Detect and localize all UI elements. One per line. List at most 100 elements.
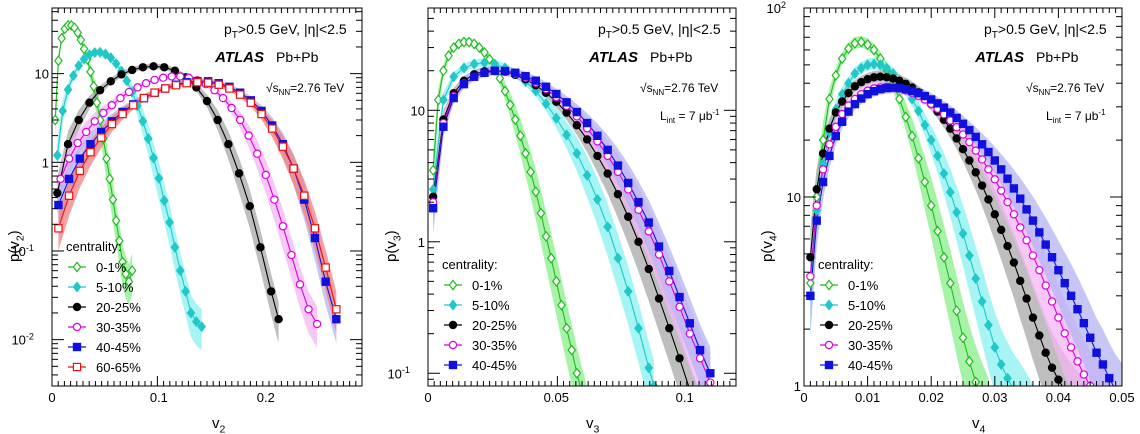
data-point-0-1% [495, 72, 505, 84]
data-point-5-10% [469, 58, 479, 70]
data-point-40-45% [1098, 360, 1108, 369]
data-point-20-25% [696, 415, 703, 422]
data-point-40-45% [837, 117, 847, 126]
data-point-40-45% [965, 125, 974, 135]
data-point-20-25% [106, 77, 115, 86]
data-point-0-1% [914, 152, 923, 164]
data-point-60-65% [235, 90, 245, 99]
data-point-30-35% [1066, 343, 1076, 352]
data-point-0-1% [805, 277, 815, 289]
data-point-0-1% [939, 251, 949, 263]
data-point-30-35% [818, 165, 828, 174]
data-point-30-35% [1009, 210, 1019, 219]
data-point-20-25% [266, 287, 276, 296]
data-point-60-65% [214, 80, 223, 89]
data-point-5-10% [1017, 395, 1024, 404]
data-point-5-10% [191, 315, 201, 328]
data-point-5-10% [159, 195, 169, 207]
atlas-label: ATLAS [214, 49, 264, 66]
syst-band-20-25% [433, 66, 698, 386]
luminosity-label: Lint = 7 μb-1 [1046, 108, 1106, 125]
y-axis-title: p(v3) [383, 230, 404, 262]
data-point-60-65% [64, 191, 74, 200]
data-point-0-1% [952, 305, 962, 317]
syst-band-0-1% [810, 35, 989, 386]
data-point-0-1% [572, 367, 582, 379]
data-point-60-65% [75, 166, 84, 176]
y-tick-label: 10 [787, 190, 801, 205]
x-tick-label: 0 [800, 390, 807, 405]
x-axis-title: v2 [212, 415, 226, 434]
data-point-20-25% [971, 168, 980, 177]
data-point-40-45% [459, 79, 469, 89]
data-point-5-10% [175, 265, 185, 277]
data-point-5-10% [58, 105, 68, 117]
data-point-5-10% [551, 112, 561, 124]
data-point-40-45% [1035, 228, 1044, 237]
data-point-30-35% [812, 201, 821, 210]
data-point-30-35% [1093, 391, 1100, 398]
data-point-40-45% [439, 122, 448, 131]
data-point-5-10% [449, 71, 459, 83]
data-point-30-35% [218, 93, 228, 103]
data-point-5-10% [850, 67, 860, 80]
data-point-40-45% [958, 119, 968, 128]
data-point-20-25% [996, 225, 1006, 235]
legend-marker [824, 360, 834, 370]
data-point-40-45% [818, 177, 828, 187]
y-axis-title: p(v4) [759, 230, 780, 262]
data-point-5-10% [1029, 417, 1036, 426]
legend-label: 20-25% [472, 318, 517, 333]
data-point-0-1% [831, 69, 841, 81]
data-point-20-25% [85, 98, 94, 107]
data-point-0-1% [108, 193, 118, 206]
data-point-20-25% [127, 65, 137, 75]
syst-band-5-10% [810, 57, 1033, 386]
data-point-40-45% [511, 68, 520, 77]
data-point-40-45% [1022, 205, 1031, 214]
legend-marker [448, 320, 458, 330]
legend-title: centrality: [818, 257, 874, 272]
legend-marker [72, 362, 82, 372]
data-point-5-10% [977, 295, 987, 308]
y-axis-title: p(v2) [6, 230, 27, 262]
data-point-40-45% [706, 369, 715, 378]
data-point-5-10% [122, 75, 132, 87]
data-point-30-35% [64, 154, 74, 163]
system-label: Pb+Pb [650, 49, 693, 65]
data-point-20-25% [1041, 348, 1050, 357]
data-point-0-1% [818, 134, 828, 146]
data-point-40-45% [623, 178, 633, 188]
data-point-5-10% [111, 57, 121, 70]
data-point-40-45% [952, 113, 961, 123]
legend-entry-0-1%: 0-1% [820, 278, 879, 293]
data-point-40-45% [946, 108, 955, 117]
data-point-20-25% [952, 134, 961, 143]
data-point-20-25% [837, 97, 847, 106]
data-point-60-65% [118, 109, 127, 119]
y-tick-label: 1 [418, 235, 425, 250]
data-point-60-65% [203, 78, 213, 87]
data-point-60-65% [107, 119, 117, 129]
syst-band-40-45% [433, 66, 711, 386]
data-point-60-65% [96, 133, 106, 142]
legend-entry-5-10%: 5-10% [68, 280, 134, 295]
legend-marker [72, 281, 82, 293]
data-point-20-25% [1087, 418, 1094, 425]
data-point-30-35% [99, 108, 108, 118]
data-point-60-65% [278, 142, 288, 151]
data-point-60-65% [171, 81, 181, 90]
data-point-20-25% [1035, 331, 1044, 340]
data-point-40-45% [428, 204, 438, 213]
data-point-30-35% [235, 115, 245, 125]
data-point-30-35% [278, 222, 288, 231]
x-tick-label: 0.04 [1046, 390, 1071, 405]
data-point-40-45% [310, 233, 320, 243]
data-point-5-10% [186, 307, 196, 319]
x-tick-label: 0 [424, 390, 431, 405]
data-point-0-1% [551, 275, 561, 287]
legend-label: 0-1% [472, 278, 503, 293]
data-point-60-65% [54, 224, 63, 233]
data-point-30-35% [634, 205, 643, 215]
data-point-5-10% [945, 186, 955, 198]
